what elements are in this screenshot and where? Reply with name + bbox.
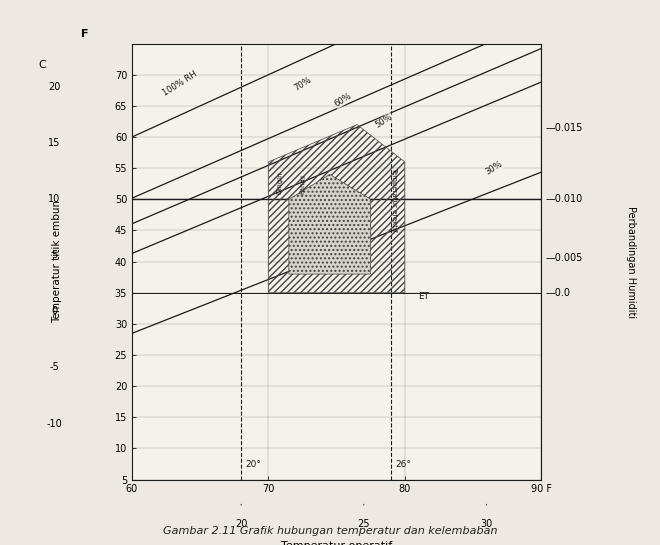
Text: 26°: 26° bbox=[395, 460, 411, 469]
Text: 100% RH: 100% RH bbox=[161, 70, 199, 98]
Text: 5: 5 bbox=[51, 250, 57, 261]
Text: Gambar 2.11 Grafik hubungan temperatur dan kelembaban: Gambar 2.11 Grafik hubungan temperatur d… bbox=[163, 526, 497, 536]
Text: Dingin: Dingin bbox=[276, 171, 282, 194]
Text: 30%: 30% bbox=[483, 160, 504, 177]
Text: -10: -10 bbox=[46, 419, 62, 428]
Text: —0.015: —0.015 bbox=[545, 123, 583, 132]
Text: 0: 0 bbox=[51, 306, 57, 317]
Text: F: F bbox=[81, 29, 88, 39]
Text: 50%: 50% bbox=[374, 113, 395, 130]
Text: 20°: 20° bbox=[246, 460, 261, 469]
Text: 20: 20 bbox=[48, 82, 61, 92]
Text: Panas: Panas bbox=[299, 173, 306, 194]
Text: —0.010: —0.010 bbox=[545, 195, 583, 204]
Text: Temperatur efektif: Temperatur efektif bbox=[391, 167, 397, 232]
Text: 70%: 70% bbox=[292, 75, 313, 93]
Text: 60%: 60% bbox=[333, 91, 354, 108]
Text: 15: 15 bbox=[48, 138, 61, 148]
Text: —0.005: —0.005 bbox=[545, 253, 583, 263]
Text: 10: 10 bbox=[48, 195, 60, 204]
Text: ET: ET bbox=[418, 292, 430, 301]
Text: Temperatur operatif: Temperatur operatif bbox=[281, 541, 392, 545]
Text: -5: -5 bbox=[50, 362, 59, 372]
Text: —0.0: —0.0 bbox=[545, 288, 570, 298]
Y-axis label: Temperatur titik embun: Temperatur titik embun bbox=[52, 200, 62, 323]
Text: 30: 30 bbox=[480, 519, 493, 529]
Text: 25: 25 bbox=[358, 519, 370, 529]
Text: 20: 20 bbox=[235, 519, 248, 529]
Text: Perbandingan Humiditi: Perbandingan Humiditi bbox=[626, 205, 636, 318]
Text: C: C bbox=[38, 60, 46, 70]
Polygon shape bbox=[289, 174, 371, 274]
